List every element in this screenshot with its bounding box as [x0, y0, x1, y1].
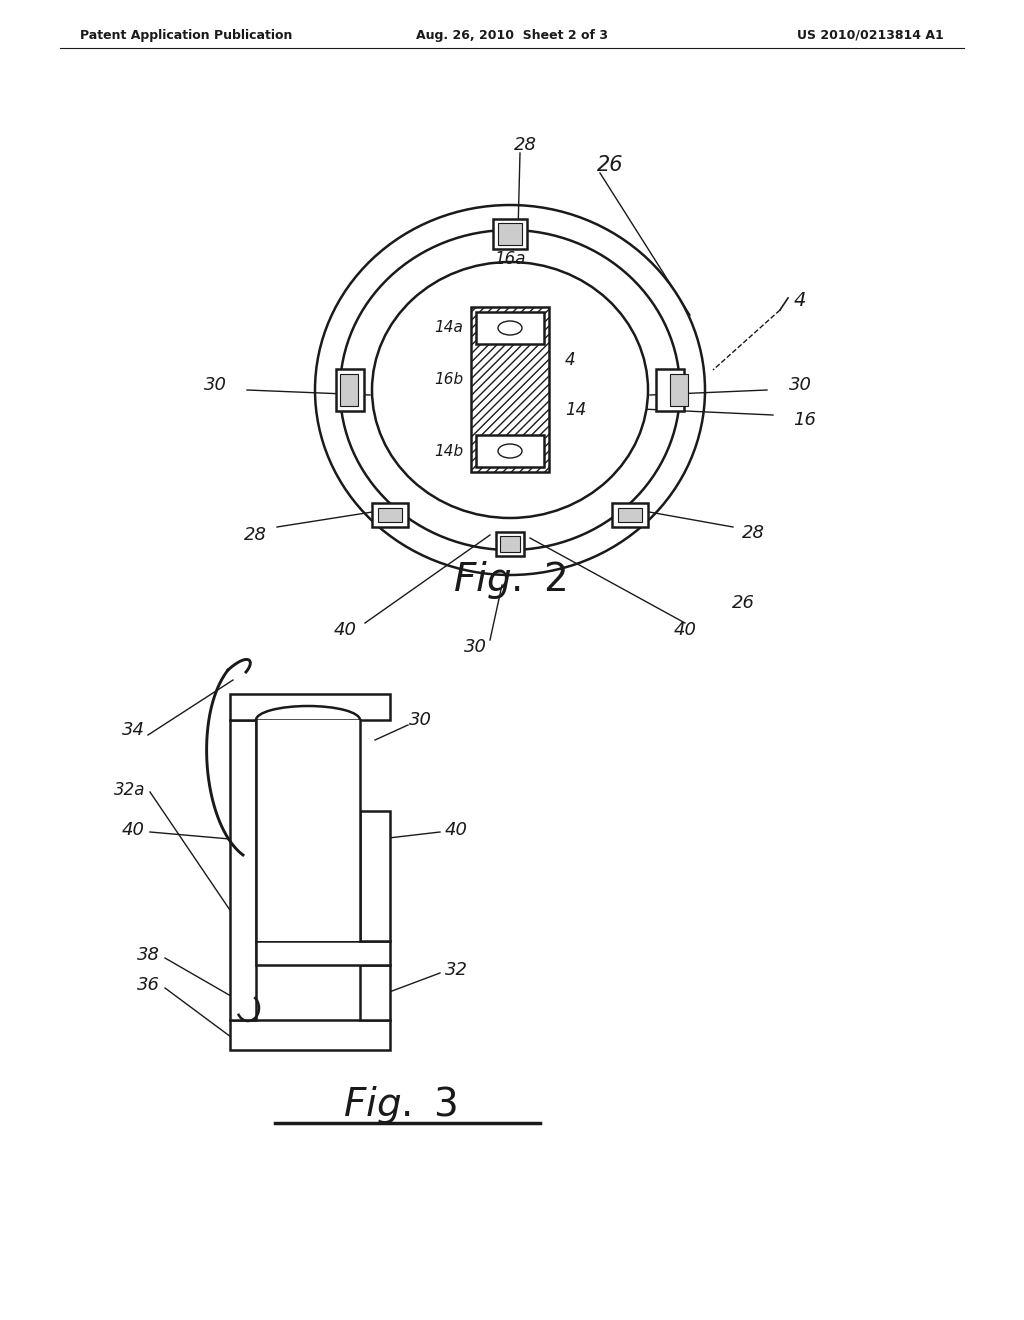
Text: 40: 40 — [334, 620, 356, 639]
Text: 28: 28 — [513, 136, 537, 154]
Bar — [256, 941, 390, 965]
Ellipse shape — [498, 444, 522, 458]
Text: 16b: 16b — [434, 372, 463, 388]
Bar — [372, 503, 408, 527]
Text: Aug. 26, 2010  Sheet 2 of 3: Aug. 26, 2010 Sheet 2 of 3 — [416, 29, 608, 41]
Bar — [336, 370, 364, 411]
Text: 14a: 14a — [434, 321, 463, 335]
Bar — [493, 219, 527, 249]
Bar — [476, 312, 544, 345]
Bar — [500, 536, 520, 552]
Text: 34: 34 — [122, 721, 145, 739]
Text: 40: 40 — [674, 620, 696, 639]
Text: 30: 30 — [464, 638, 486, 656]
Text: 28: 28 — [244, 525, 266, 544]
Text: 40: 40 — [122, 821, 145, 840]
Bar — [612, 503, 648, 527]
Bar — [471, 308, 549, 473]
Text: $\mathit{Fig.\ 2}$: $\mathit{Fig.\ 2}$ — [454, 558, 566, 601]
Bar — [230, 694, 390, 719]
Bar — [471, 308, 549, 473]
Bar — [498, 223, 522, 246]
Bar — [340, 374, 358, 407]
Text: 26: 26 — [731, 594, 755, 612]
Text: 30: 30 — [204, 376, 226, 393]
Text: 4: 4 — [565, 351, 575, 370]
Ellipse shape — [498, 321, 522, 335]
Text: 16: 16 — [794, 411, 816, 429]
Text: 40: 40 — [445, 821, 468, 840]
Text: 32: 32 — [445, 961, 468, 979]
Text: 14b: 14b — [434, 444, 463, 458]
Bar — [476, 436, 544, 467]
Text: 30: 30 — [788, 376, 811, 393]
Text: US 2010/0213814 A1: US 2010/0213814 A1 — [798, 29, 944, 41]
Bar — [378, 508, 402, 521]
Text: 26: 26 — [597, 154, 624, 176]
Text: 4: 4 — [794, 290, 806, 309]
Bar — [656, 370, 684, 411]
Bar — [618, 508, 642, 521]
Text: 36: 36 — [137, 975, 160, 994]
Bar — [230, 1020, 390, 1049]
Text: $\mathit{Fig.\ 3}$: $\mathit{Fig.\ 3}$ — [343, 1084, 457, 1126]
Text: 32a: 32a — [114, 781, 145, 799]
Text: 30: 30 — [409, 711, 431, 729]
Bar — [496, 532, 524, 556]
Bar — [230, 719, 256, 1020]
Ellipse shape — [372, 261, 648, 517]
Bar — [670, 374, 688, 407]
Text: Patent Application Publication: Patent Application Publication — [80, 29, 293, 41]
Bar — [360, 965, 390, 1020]
Bar — [360, 810, 390, 941]
Text: 38: 38 — [137, 946, 160, 964]
Text: 16a: 16a — [495, 249, 525, 268]
Text: 14: 14 — [565, 401, 587, 418]
Text: 28: 28 — [741, 524, 765, 543]
Bar — [256, 719, 360, 941]
